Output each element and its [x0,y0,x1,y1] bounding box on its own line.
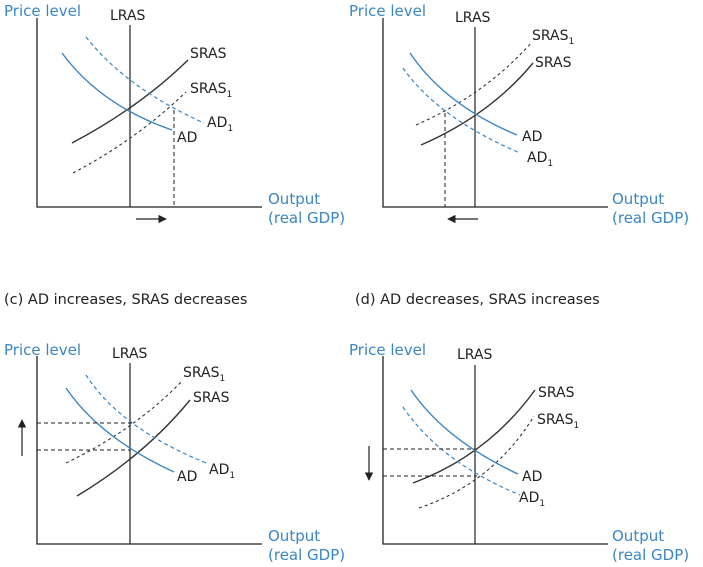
panel-c-axes [36,356,262,545]
panel-c-ad1-text: AD [209,462,229,478]
panel-d-lras-label: LRAS [457,347,493,363]
panel-c-real-gdp-label: (real GDP) [268,546,345,564]
panel-b-ad1-text: AD [527,150,547,166]
panel-b-ad1-label: AD1 [527,150,553,169]
panel-b-ad-label: AD [522,129,542,145]
panel-b-real-gdp-label: (real GDP) [612,209,689,227]
panel-c-ad-label: AD [177,469,197,485]
panel-d-output-label: Output [612,527,664,545]
panel-d-sras1-text: SRAS [537,412,574,428]
panel-b-sras1-curve [415,41,533,126]
panel-a-sras1-label: SRAS1 [190,81,232,100]
panel-d-sras-label: SRAS [538,385,575,401]
panel-a-price-level-label: Price level [4,2,81,20]
panel-a: Price level LRAS SRAS SRAS1 AD1 AD Outpu… [4,2,345,227]
panel-d-ad-curve [410,389,519,475]
panel-b-output-label: Output [612,190,664,208]
panel-c-ad1-sub: 1 [229,471,235,481]
panel-a-axes [36,18,262,208]
panel-c-ad1-label: AD1 [209,462,235,481]
panel-b-ad1-sub: 1 [547,159,553,169]
panel-c-ad1-curve [85,374,207,464]
caption-c: (c) AD increases, SRAS decreases [4,292,247,308]
panel-c-sras1-sub: 1 [220,374,226,384]
panel-c-lras-label: LRAS [112,346,148,362]
panel-a-ad1-label: AD1 [207,115,233,134]
panel-c-sras-label: SRAS [193,390,230,406]
panel-c-ad-curve [65,387,175,473]
panel-a-real-gdp-label: (real GDP) [268,209,345,227]
panel-b-lras-label: LRAS [455,10,491,26]
panel-a-sras1-text: SRAS [190,81,227,97]
panel-d: Price level LRAS SRAS SRAS1 AD AD1 Outpu… [349,341,689,564]
panel-c-sras-curve [76,399,191,497]
panel-c-sras1-text: SRAS [183,365,220,381]
panel-a-sras1-sub: 1 [227,90,233,100]
panel-b-ad-curve [409,52,518,136]
panel-a-ad1-curve [85,36,205,124]
panel-b-axes [382,18,608,208]
panel-a-sras-label: SRAS [190,46,227,62]
panel-d-price-level-label: Price level [349,341,426,359]
panel-a-ad-curve [61,52,173,131]
panel-a-ad1-text: AD [207,115,227,131]
caption-d: (d) AD decreases, SRAS increases [355,292,600,308]
panel-b-sras1-text: SRAS [532,28,569,44]
panel-b-price-level-label: Price level [349,2,426,20]
panel-b-ad1-curve [402,67,521,154]
panel-d-axes [382,356,608,545]
panel-c: Price level LRAS SRAS1 SRAS AD AD1 Outpu… [4,341,345,564]
panel-a-lras-label: LRAS [110,8,146,24]
panel-d-ad1-text: AD [519,490,539,506]
panel-b-sras-curve [420,62,534,146]
panel-d-ad1-curve [402,406,521,496]
panel-b: Price level LRAS SRAS1 SRAS AD AD1 Outpu… [349,2,689,227]
panel-d-ad1-label: AD1 [519,490,545,509]
panel-d-ad1-sub: 1 [539,499,545,509]
panel-d-sras-curve [412,389,536,484]
panel-d-sras1-sub: 1 [574,421,580,431]
panel-a-sras-curve [71,59,189,144]
panel-b-sras1-sub: 1 [569,37,575,47]
panel-c-sras1-curve [65,379,184,464]
panel-c-output-label: Output [268,527,320,545]
panel-a-output-label: Output [268,190,320,208]
panel-b-sras1-label: SRAS1 [532,28,574,47]
panel-c-price-level-label: Price level [4,341,81,359]
panel-d-sras1-label: SRAS1 [537,412,579,431]
panel-b-sras-label: SRAS [535,55,572,71]
panel-d-ad-label: AD [522,469,542,485]
panel-d-sras1-curve [418,415,535,509]
panel-a-ad1-sub: 1 [227,124,233,134]
panel-d-real-gdp-label: (real GDP) [612,546,689,564]
panel-c-sras1-label: SRAS1 [183,365,225,384]
panel-a-ad-label: AD [177,130,197,146]
